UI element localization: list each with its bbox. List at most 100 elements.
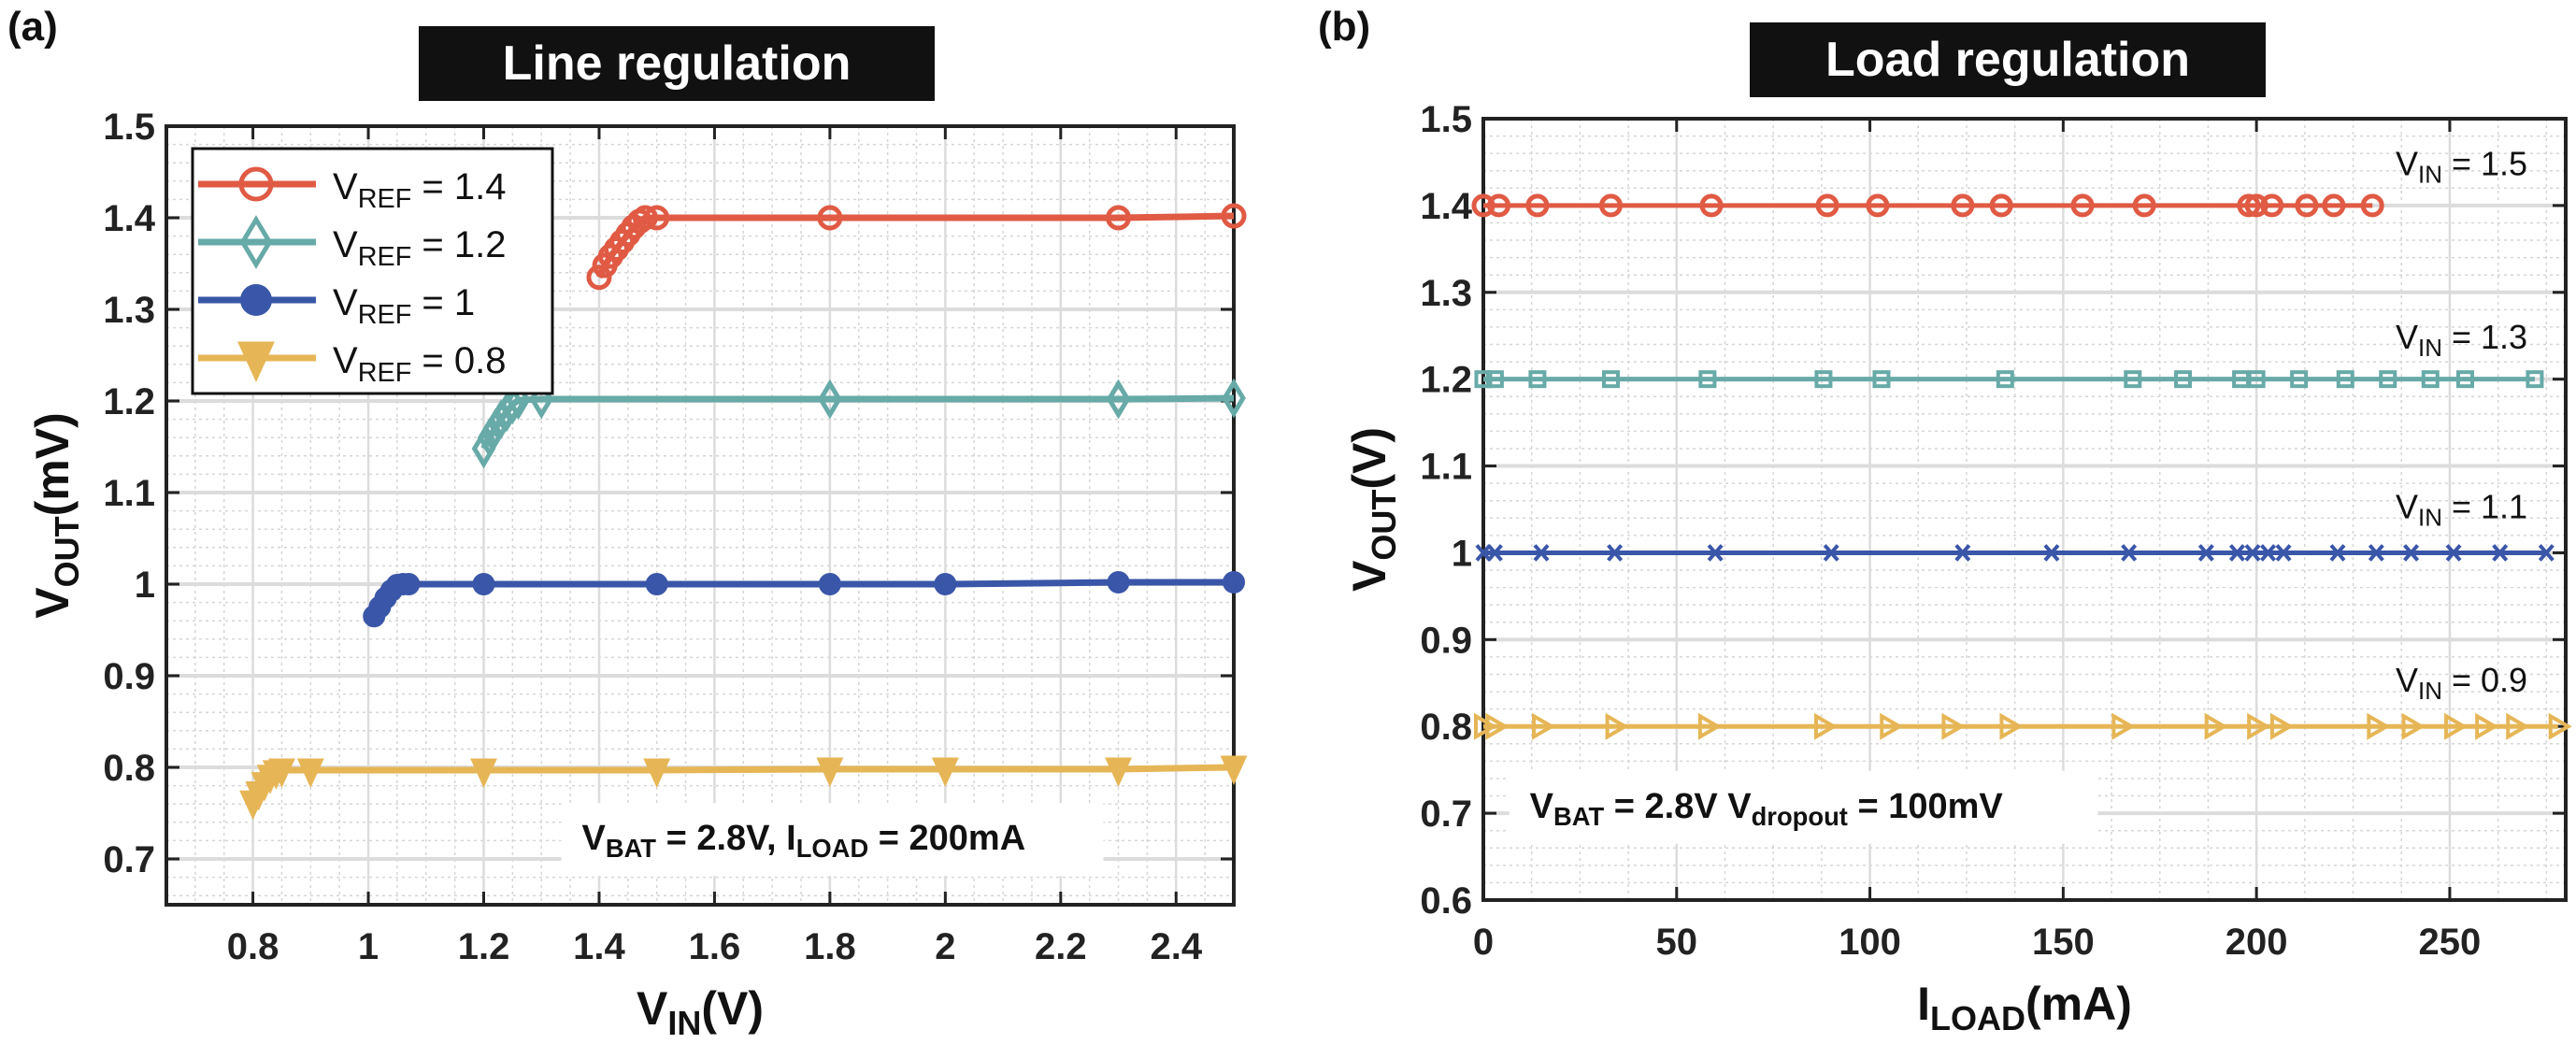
marker-square [2421, 370, 2440, 389]
series-vref-1 [363, 571, 1245, 628]
marker-filled-circle [472, 573, 495, 595]
x-axis-label: ILOAD(mA) [1917, 978, 2132, 1037]
marker-x [1475, 544, 1492, 562]
marker-square [2290, 370, 2309, 389]
series-label: VIN = 1.1 [2396, 487, 2527, 531]
marker-square [2379, 370, 2397, 389]
marker-x [1607, 544, 1624, 562]
marker-x [1954, 544, 1971, 562]
marker-triangle-right [2444, 712, 2469, 740]
y-tick-label: 1.1 [1420, 447, 1472, 488]
marker-x-stroke [2403, 544, 2420, 562]
marker-x [2244, 544, 2261, 562]
x-tick-label: 200 [2225, 922, 2288, 963]
y-tick-label: 0.6 [1420, 880, 1472, 922]
marker-x-stroke [1707, 544, 1724, 562]
marker-circle [1487, 193, 1511, 218]
marker-triangle-down [931, 757, 959, 787]
marker-square [2174, 370, 2193, 389]
legend-label: VREF = 1.2 [333, 224, 507, 272]
marker-x [1486, 544, 1503, 562]
marker-circle [2237, 193, 2261, 218]
marker-triangle-down [1105, 757, 1132, 787]
marker-x [2260, 544, 2277, 562]
marker-diamond [818, 379, 842, 420]
axes-box [1481, 117, 2568, 902]
marker-circle [1471, 193, 1496, 218]
marker-diamond [477, 417, 502, 458]
marker-square [1814, 370, 1833, 389]
marker-x [2368, 544, 2384, 562]
marker-triangle-right [2475, 712, 2499, 740]
x-tick-label: 250 [2419, 922, 2482, 963]
legend-label: VREF = 0.8 [333, 340, 507, 388]
marker-circle [1989, 193, 2013, 218]
x-tick-label: 150 [2032, 922, 2095, 963]
marker-filled-circle [1107, 571, 1130, 594]
marker-triangle-right [2548, 712, 2572, 740]
marker-triangle-right [2401, 712, 2426, 740]
marker-square [2526, 370, 2544, 389]
marker-triangle-right [1485, 712, 1510, 740]
marker-diamond [1106, 379, 1131, 420]
marker-diamond [500, 384, 525, 425]
marker-circle [1699, 193, 1724, 218]
marker-triangle-right [1532, 712, 1556, 740]
marker-filled-circle [397, 573, 421, 595]
marker-triangle-right [1697, 712, 1722, 740]
marker-triangle-down [816, 757, 844, 787]
y-axis-label: VOUT(V) [1343, 427, 1403, 592]
marker-circle [1221, 203, 1247, 229]
marker-circle [2070, 193, 2095, 218]
marker-x-stroke [2445, 544, 2462, 562]
marker-circle [586, 265, 612, 291]
x-tick-label: 2.4 [1150, 926, 1202, 967]
marker-circle [2244, 193, 2268, 218]
x-tick-label: 0.8 [227, 926, 279, 967]
x-axis-label: VIN(V) [637, 982, 764, 1042]
marker-x [2403, 544, 2420, 562]
marker-x-stroke [2228, 544, 2245, 562]
marker-x-stroke [1486, 544, 1503, 562]
x-tick-label: 2 [935, 926, 955, 967]
marker-circle [1951, 193, 1975, 218]
legend: VREF = 1.4 VREF = 1.2 VREF = 1 VREF = 0.8 [191, 147, 554, 395]
y-axis-label: VOUT(mV) [26, 412, 86, 618]
series-vin-1.3: VIN = 1.3 [1474, 318, 2544, 389]
x-tick-label: 100 [1839, 922, 1901, 963]
marker-circle [2295, 193, 2319, 218]
series-line [371, 579, 1234, 619]
marker-circle [1598, 193, 1623, 218]
marker-circle [238, 166, 274, 202]
x-tick-label: 2.2 [1035, 926, 1087, 967]
marker-diamond [1222, 378, 1246, 419]
marker-square [2336, 370, 2354, 389]
marker-x [2228, 544, 2245, 562]
marker-x-stroke [1475, 544, 1492, 562]
legend-label: VREF = 1 [333, 282, 475, 330]
marker-square [1528, 370, 1547, 389]
marker-square [1996, 370, 2014, 389]
marker-filled-circle [240, 284, 272, 316]
marker-triangle-right [1999, 712, 2024, 740]
marker-x-stroke [2329, 544, 2346, 562]
marker-x [2329, 544, 2346, 562]
title-line-regulation: Line regulation [419, 26, 935, 101]
series-line [250, 764, 1235, 805]
marker-filled-circle [1223, 571, 1245, 594]
marker-diamond [506, 379, 531, 421]
marker-x-stroke [2043, 544, 2060, 562]
marker-filled-circle [645, 573, 668, 595]
marker-circle [1866, 193, 1890, 218]
series-vin-1.5: VIN = 1.5 [1471, 144, 2527, 218]
marker-x-stroke [1954, 544, 1971, 562]
marker-x [2197, 544, 2214, 562]
y-tick-label: 1.2 [103, 381, 155, 422]
marker-triangle-right [1605, 712, 1629, 740]
y-tick-label: 0.8 [103, 748, 155, 789]
marker-filled-circle [934, 573, 957, 595]
marker-x-stroke [2492, 544, 2509, 562]
series-vin-0.9: VIN = 0.9 [1474, 661, 2572, 740]
y-tick-label: 0.9 [1420, 620, 1472, 661]
